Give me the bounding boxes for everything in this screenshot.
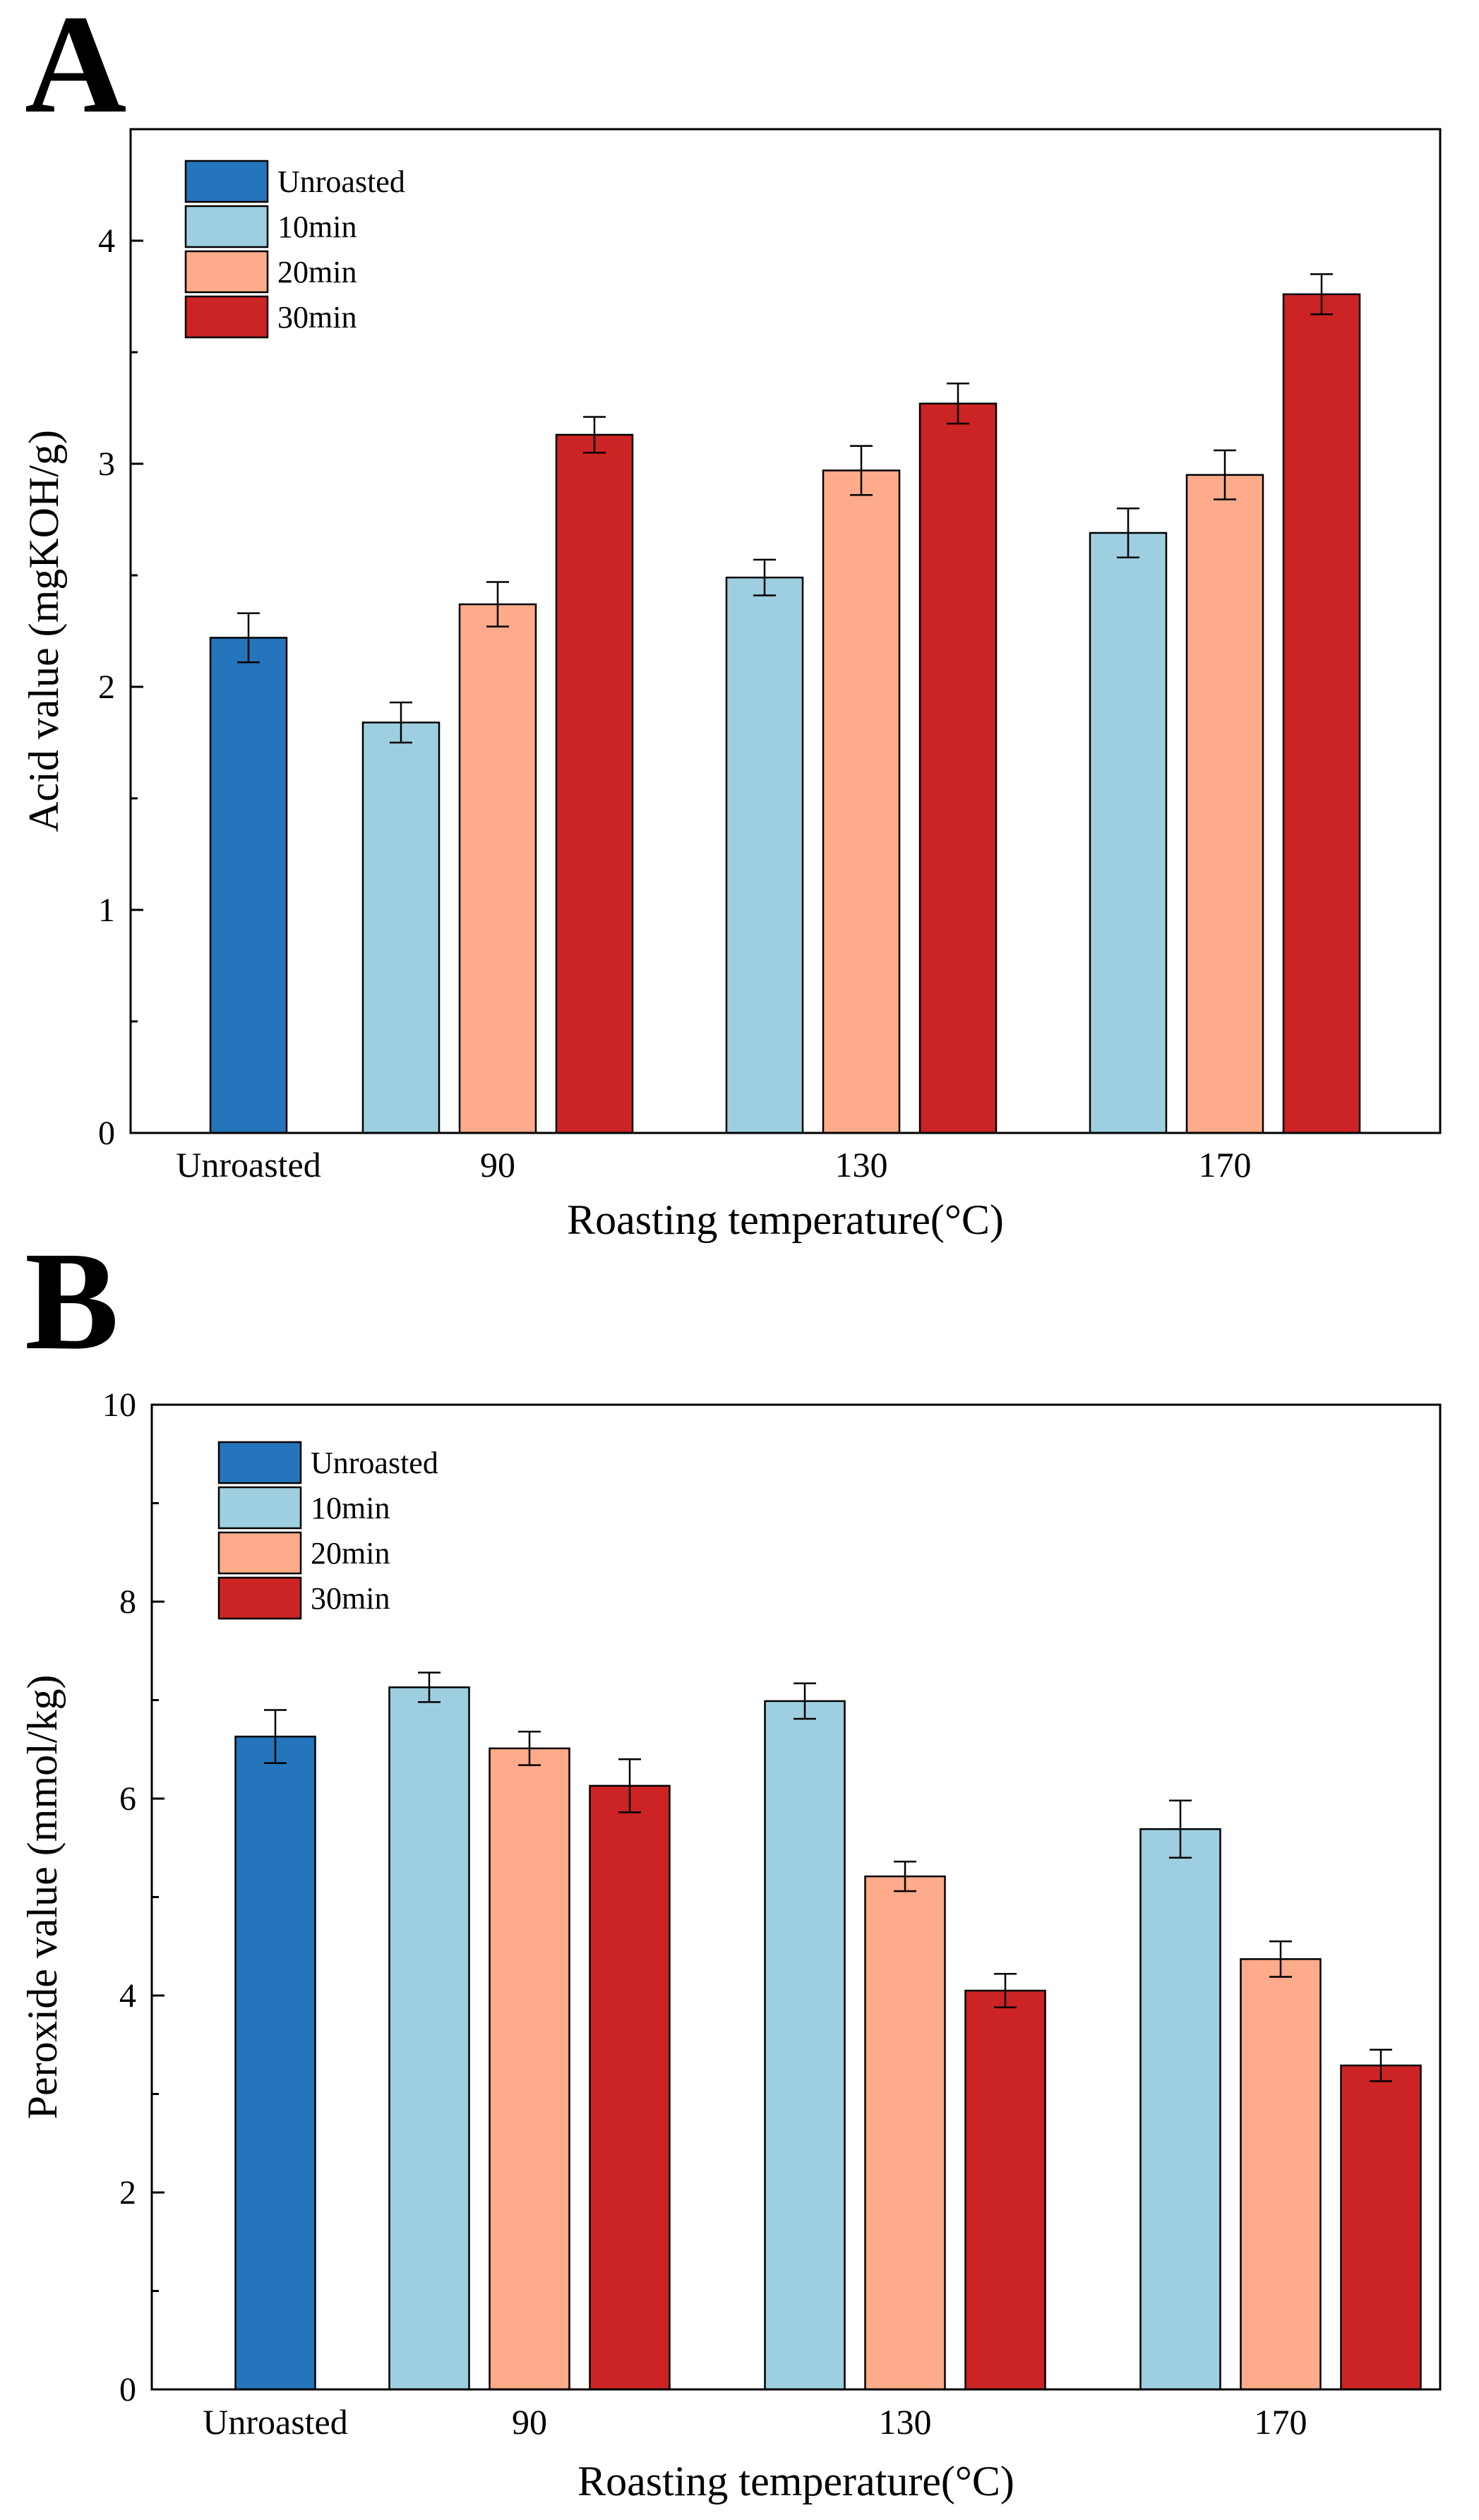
x-tick-label: Unroasted <box>203 2402 348 2442</box>
y-tick-label: 8 <box>119 1583 136 1621</box>
error-bar <box>518 1730 541 1766</box>
bar-10min-170 <box>1089 532 1168 1134</box>
legend-label: 20min <box>311 1536 390 1571</box>
error-bar <box>1310 273 1333 316</box>
error-bar <box>1269 1940 1292 1978</box>
bar-unroasted-unroasted <box>234 1735 316 2391</box>
error-bar <box>486 581 509 628</box>
panel-b: B 0 2 4 6 8 10 Unroasted 90 130 170 Roasting temper… <box>19 1223 1442 2504</box>
legend: Unroasted 10min 20min 30min <box>184 160 405 339</box>
error-bar <box>264 1709 287 1765</box>
bar-30min-170 <box>1282 293 1361 1134</box>
y-tick-label: 3 <box>98 445 115 483</box>
legend-label: 30min <box>311 1581 390 1616</box>
legend-label: 10min <box>277 210 357 244</box>
x-tick-label: 90 <box>512 2402 547 2442</box>
x-axis-title: Roasting temperature(°C) <box>577 2458 1014 2504</box>
legend-label: 30min <box>277 300 357 335</box>
bar-30min-170 <box>1340 2064 1422 2391</box>
bar-20min-90 <box>489 1747 570 2391</box>
panel-letter: B <box>25 1223 119 1379</box>
error-bar <box>753 558 776 596</box>
bar-30min-130 <box>918 402 998 1134</box>
x-tick-label: 170 <box>1199 1145 1252 1184</box>
y-tick-label: 0 <box>98 1115 115 1152</box>
bar-20min-130 <box>864 1875 946 2391</box>
error-bar <box>237 612 260 664</box>
y-axis-title: Peroxide value (mmol/kg) <box>19 1675 66 2120</box>
legend-label: 10min <box>311 1491 390 1525</box>
y-tick-label: 2 <box>119 2174 136 2212</box>
legend-swatch <box>184 250 269 294</box>
bar-10min-130 <box>725 576 804 1134</box>
bar-unroasted-unroasted <box>209 637 288 1134</box>
y-tick-label: 1 <box>98 892 115 929</box>
error-bar <box>794 1682 816 1720</box>
y-axis-title: Acid value (mgKOH/g) <box>20 430 67 832</box>
x-tick-label: 130 <box>835 1145 888 1184</box>
legend-label: Unroasted <box>277 164 405 199</box>
bar-10min-90 <box>361 721 441 1134</box>
bar-30min-90 <box>555 433 634 1134</box>
legend-label: 20min <box>277 255 357 289</box>
error-bar <box>1169 1799 1192 1859</box>
legend-swatch <box>217 1576 302 1620</box>
bar-10min-170 <box>1139 1828 1221 2391</box>
error-bar <box>894 1861 916 1892</box>
bar-10min-130 <box>764 1700 846 2391</box>
x-tick-label: Unroasted <box>176 1145 321 1184</box>
error-bar <box>1117 507 1139 558</box>
bar-10min-90 <box>388 1686 470 2391</box>
x-tick-label: 130 <box>879 2402 932 2442</box>
error-bar <box>418 1672 441 1703</box>
legend-swatch <box>217 1441 302 1484</box>
y-tick-label: 6 <box>119 1780 136 1818</box>
bar-20min-130 <box>822 469 901 1134</box>
bar-20min-90 <box>458 603 537 1134</box>
y-tick-label: 4 <box>98 222 115 260</box>
legend-swatch <box>217 1486 302 1530</box>
legend-label: Unroasted <box>311 1446 438 1480</box>
x-tick-label: 90 <box>480 1145 515 1184</box>
legend-swatch <box>217 1531 302 1575</box>
legend-swatch <box>184 295 269 339</box>
bar-30min-130 <box>964 1989 1046 2391</box>
bar-30min-90 <box>589 1784 671 2391</box>
legend-swatch <box>184 160 269 203</box>
error-bar <box>390 701 412 744</box>
x-axis-title: Roasting temperature(°C) <box>567 1196 1004 1243</box>
y-tick-label: 10 <box>102 1386 136 1424</box>
bar-20min-170 <box>1185 474 1264 1134</box>
error-bar <box>1370 2048 1392 2082</box>
plot-frame <box>129 128 1442 1134</box>
error-bar <box>994 1973 1017 2008</box>
y-tick-label: 2 <box>98 668 115 706</box>
bar-20min-170 <box>1240 1958 1322 2391</box>
panel-letter: A <box>25 0 126 143</box>
legend-swatch <box>184 205 269 248</box>
error-bar <box>947 382 969 425</box>
y-tick-label: 4 <box>119 1977 136 2015</box>
panel-a: A 0 1 2 3 4 Unroasted 90 130 170 Roasting temperat… <box>20 0 1442 1243</box>
error-bar <box>1214 449 1236 500</box>
error-bar <box>850 445 873 496</box>
error-bar <box>583 416 606 454</box>
error-bar <box>618 1758 641 1813</box>
y-tick-label: 0 <box>119 2371 136 2408</box>
x-tick-label: 170 <box>1255 2402 1307 2442</box>
legend: Unroasted 10min 20min 30min <box>217 1441 438 1620</box>
